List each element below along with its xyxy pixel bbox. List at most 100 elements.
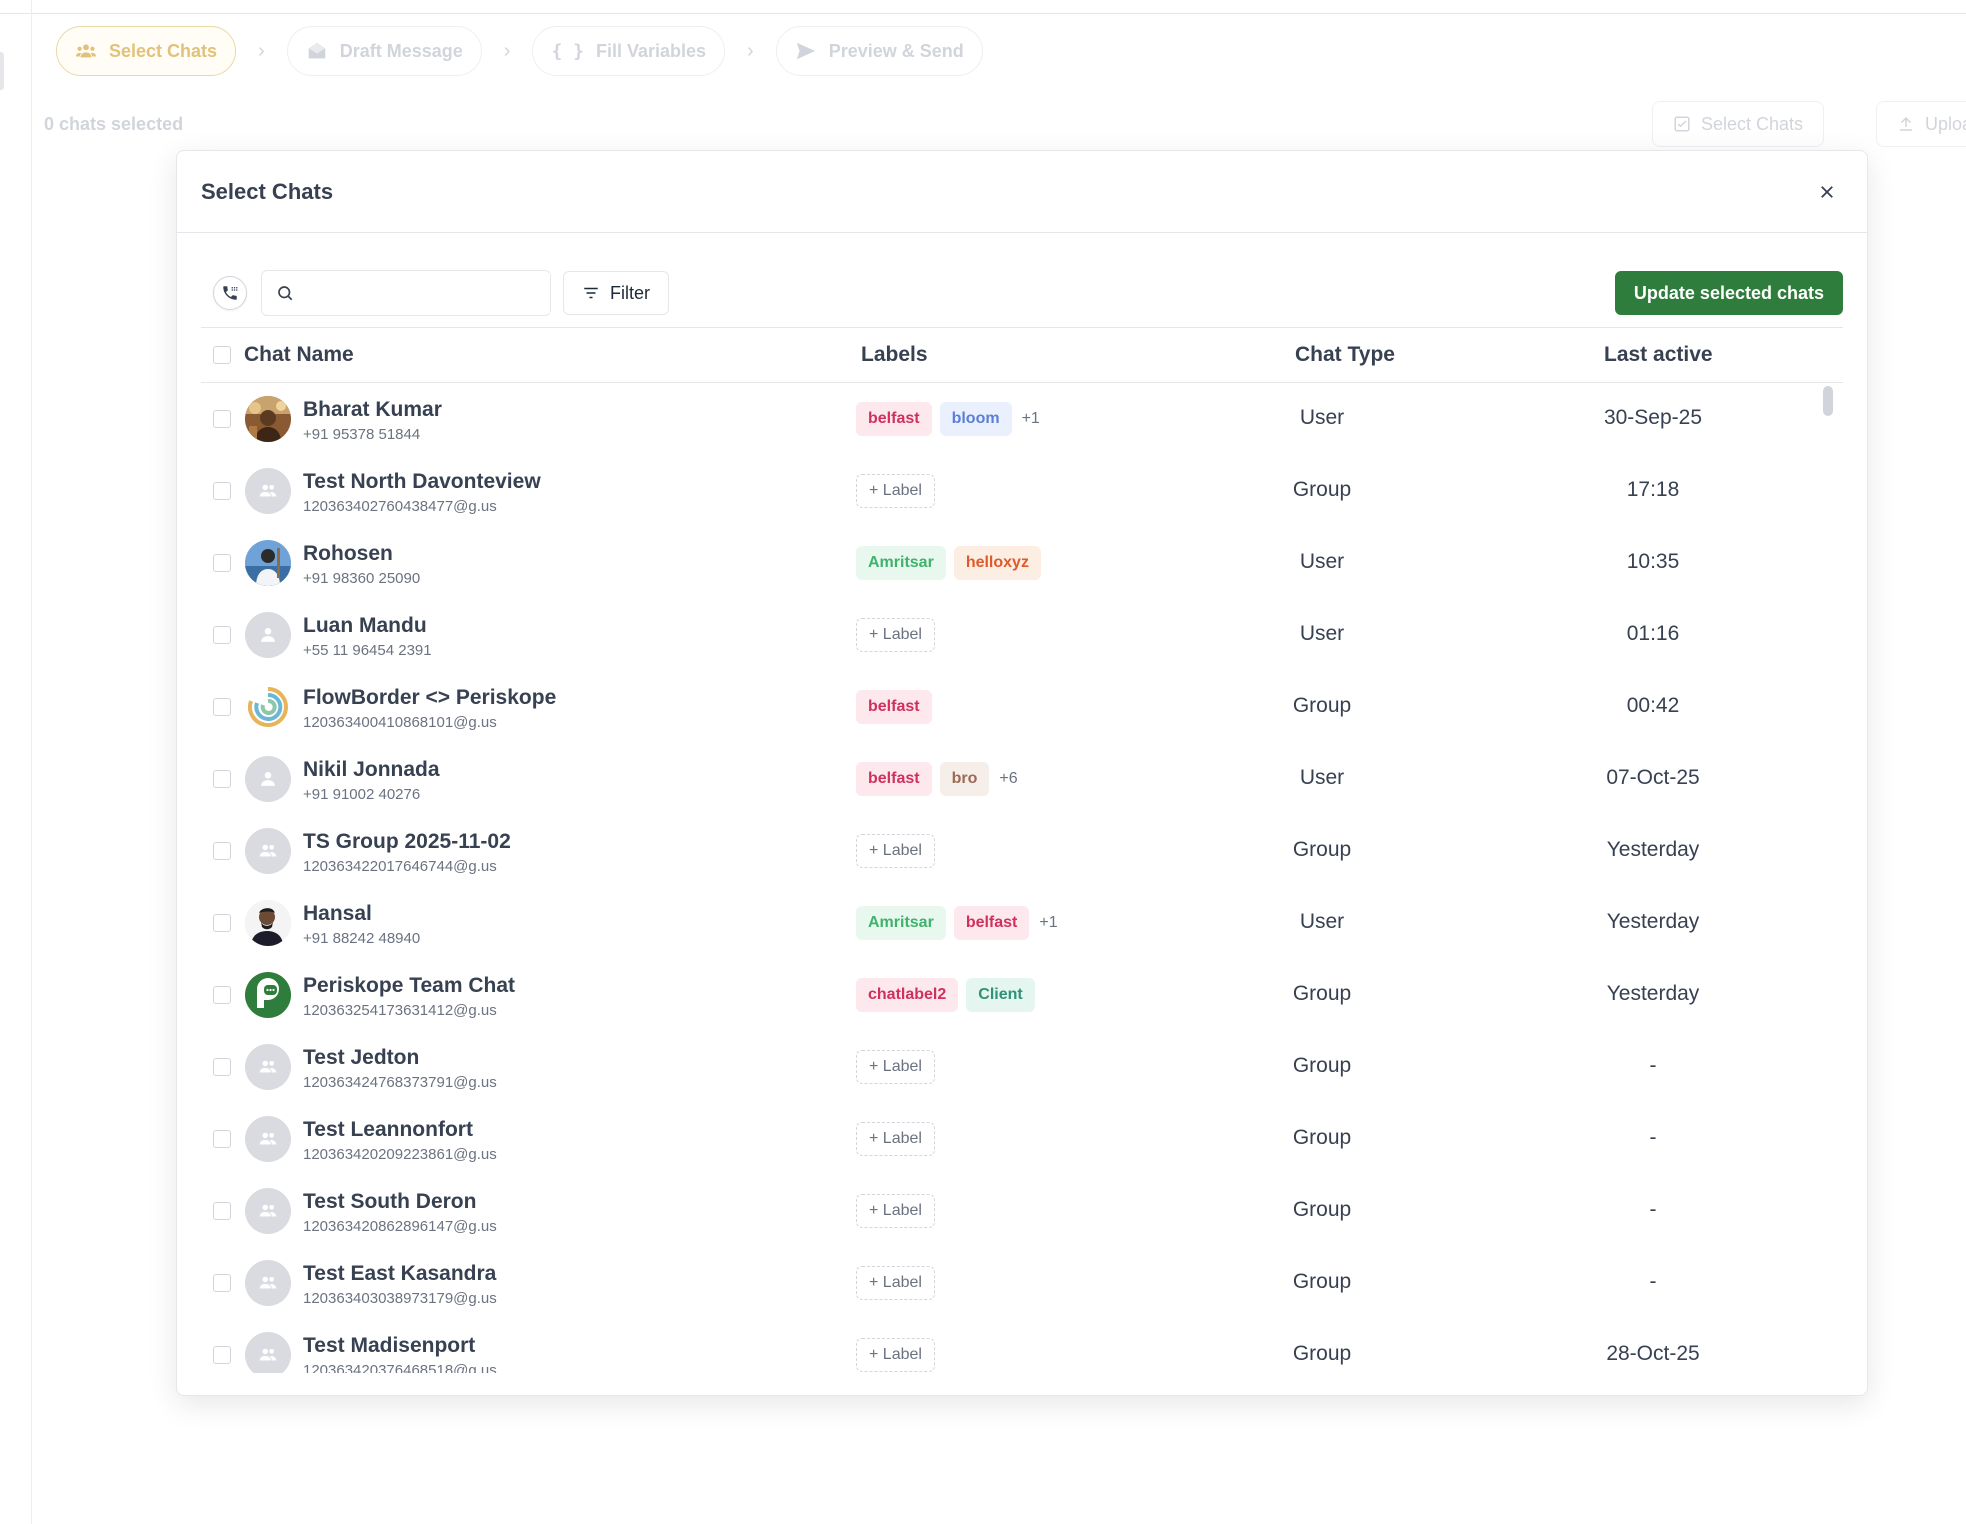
table-row[interactable]: Luan Mandu +55 11 96454 2391 + Label User 01… bbox=[201, 599, 1843, 671]
search-input[interactable] bbox=[304, 273, 550, 313]
row-checkbox[interactable] bbox=[213, 482, 231, 500]
labels-cell: belfast bloom +1 bbox=[856, 402, 1040, 436]
label-tag[interactable]: Client bbox=[966, 978, 1035, 1012]
avatar bbox=[245, 540, 291, 586]
label-tag[interactable]: Amritsar bbox=[856, 906, 946, 940]
table-row[interactable]: TS Group 2025-11-02 120363422017646744@g.… bbox=[201, 815, 1843, 887]
labels-cell: + Label bbox=[856, 834, 935, 868]
label-tag[interactable]: bro bbox=[939, 762, 990, 796]
step-fill-variables[interactable]: { } Fill Variables bbox=[532, 26, 726, 76]
last-active: Yesterday bbox=[1606, 910, 1700, 933]
chat-type: User bbox=[1299, 550, 1345, 573]
last-active: 01:16 bbox=[1626, 622, 1680, 645]
group-avatar-icon bbox=[245, 1044, 291, 1090]
scrollbar-thumb[interactable] bbox=[1823, 386, 1833, 416]
group-avatar-icon bbox=[245, 1116, 291, 1162]
avatar bbox=[245, 900, 291, 946]
chat-type: Group bbox=[1292, 982, 1352, 1005]
chat-type: Group bbox=[1292, 1342, 1352, 1365]
label-tag[interactable]: chatlabel2 bbox=[856, 978, 959, 1012]
add-label-button[interactable]: + Label bbox=[856, 1338, 935, 1372]
label-tag[interactable]: Amritsar bbox=[856, 546, 946, 580]
table-row[interactable]: Test East Kasandra 120363403038973179@g.u… bbox=[201, 1247, 1843, 1319]
row-checkbox[interactable] bbox=[213, 770, 231, 788]
search-field[interactable] bbox=[261, 270, 551, 316]
group-avatar-icon bbox=[245, 1260, 291, 1306]
user-avatar-icon bbox=[245, 756, 291, 802]
chat-name: Luan Mandu bbox=[303, 614, 427, 637]
row-checkbox[interactable] bbox=[213, 1346, 231, 1364]
braces-icon: { } bbox=[551, 40, 584, 62]
row-checkbox[interactable] bbox=[213, 554, 231, 572]
table-row[interactable]: Hansal +91 88242 48940 Amritsar belfast +1 Us… bbox=[201, 887, 1843, 959]
phone-filter-button[interactable] bbox=[213, 276, 247, 310]
column-chat-name: Chat Name bbox=[244, 343, 354, 366]
more-labels-count[interactable]: +1 bbox=[1039, 914, 1058, 931]
column-labels: Labels bbox=[861, 343, 928, 366]
upload-button[interactable]: Uploa bbox=[1876, 101, 1966, 147]
row-checkbox[interactable] bbox=[213, 698, 231, 716]
add-label-button[interactable]: + Label bbox=[856, 618, 935, 652]
select-all-checkbox[interactable] bbox=[213, 346, 231, 364]
add-label-button[interactable]: + Label bbox=[856, 474, 935, 508]
row-checkbox[interactable] bbox=[213, 410, 231, 428]
upload-label: Uploa bbox=[1925, 113, 1966, 134]
table-row[interactable]: Test North Davonteview 120363402760438477… bbox=[201, 455, 1843, 527]
step-select-chats[interactable]: Select Chats bbox=[56, 26, 237, 76]
add-label-button[interactable]: + Label bbox=[856, 1122, 935, 1156]
add-label-button[interactable]: + Label bbox=[856, 1194, 935, 1228]
chevron-right-icon: › bbox=[747, 39, 754, 62]
table-row[interactable]: Test Jedton 120363424768373791@g.us + Labe… bbox=[201, 1031, 1843, 1103]
chat-name: Test Leannonfort bbox=[303, 1118, 473, 1141]
add-label-button[interactable]: + Label bbox=[856, 1266, 935, 1300]
step-draft-message[interactable]: Draft Message bbox=[286, 26, 482, 76]
step-preview-send[interactable]: Preview & Send bbox=[775, 26, 983, 76]
close-button[interactable] bbox=[1811, 176, 1843, 208]
table-row[interactable]: Periskope Team Chat 120363254173631412@g.… bbox=[201, 959, 1843, 1031]
more-labels-count[interactable]: +6 bbox=[999, 770, 1018, 787]
table-row[interactable]: Nikil Jonnada +91 91002 40276 belfast bro +6… bbox=[201, 743, 1843, 815]
row-checkbox[interactable] bbox=[213, 842, 231, 860]
more-labels-count[interactable]: +1 bbox=[1021, 410, 1040, 427]
update-selected-chats-button[interactable]: Update selected chats bbox=[1614, 271, 1843, 315]
row-checkbox[interactable] bbox=[213, 1274, 231, 1292]
select-chats-button[interactable]: Select Chats bbox=[1652, 101, 1825, 147]
label-tag[interactable]: bloom bbox=[939, 402, 1012, 436]
labels-cell: Amritsar helloxyz bbox=[856, 546, 1041, 580]
chat-identifier: +91 91002 40276 bbox=[303, 786, 421, 803]
row-checkbox[interactable] bbox=[213, 986, 231, 1004]
chat-type: Group bbox=[1292, 1054, 1352, 1077]
table-row[interactable]: Test South Deron 120363420862896147@g.us +… bbox=[201, 1175, 1843, 1247]
row-checkbox[interactable] bbox=[213, 1058, 231, 1076]
row-checkbox[interactable] bbox=[213, 914, 231, 932]
group-avatar-icon bbox=[245, 468, 291, 514]
table-row[interactable]: Bharat Kumar +91 95378 51844 belfast bloom +… bbox=[201, 383, 1843, 455]
table-row[interactable]: Test Leannonfort 120363420209223861@g.us +… bbox=[201, 1103, 1843, 1175]
table-row[interactable]: Rohosen +91 98360 25090 Amritsar helloxyz Us… bbox=[201, 527, 1843, 599]
filter-button[interactable]: Filter bbox=[563, 271, 669, 315]
group-avatar-icon bbox=[245, 828, 291, 874]
label-tag[interactable]: belfast bbox=[856, 690, 932, 724]
table-row[interactable]: FlowBorder <> Periskope 12036340041086810… bbox=[201, 671, 1843, 743]
row-checkbox[interactable] bbox=[213, 1130, 231, 1148]
chat-identifier: +91 95378 51844 bbox=[303, 426, 421, 443]
add-label-button[interactable]: + Label bbox=[856, 1050, 935, 1084]
last-active: 07-Oct-25 bbox=[1606, 766, 1700, 789]
row-checkbox[interactable] bbox=[213, 1202, 231, 1220]
labels-cell: Amritsar belfast +1 bbox=[856, 906, 1058, 940]
row-checkbox[interactable] bbox=[213, 626, 231, 644]
label-tag[interactable]: belfast bbox=[856, 402, 932, 436]
chat-name: Test East Kasandra bbox=[303, 1262, 497, 1285]
table-row[interactable]: Test Madisenport 120363420376468518@g.us +… bbox=[201, 1319, 1843, 1373]
add-label-button[interactable]: + Label bbox=[856, 834, 935, 868]
avatar bbox=[245, 684, 291, 730]
chat-name: Hansal bbox=[303, 902, 372, 925]
label-tag[interactable]: belfast bbox=[953, 906, 1030, 940]
step-label: Select Chats bbox=[109, 40, 218, 61]
group-avatar-icon bbox=[245, 1188, 291, 1234]
filter-icon bbox=[584, 287, 598, 299]
label-tag[interactable]: belfast bbox=[856, 762, 932, 796]
table-body: Bharat Kumar +91 95378 51844 belfast bloom +… bbox=[201, 383, 1843, 1373]
label-tag[interactable]: helloxyz bbox=[953, 546, 1041, 580]
